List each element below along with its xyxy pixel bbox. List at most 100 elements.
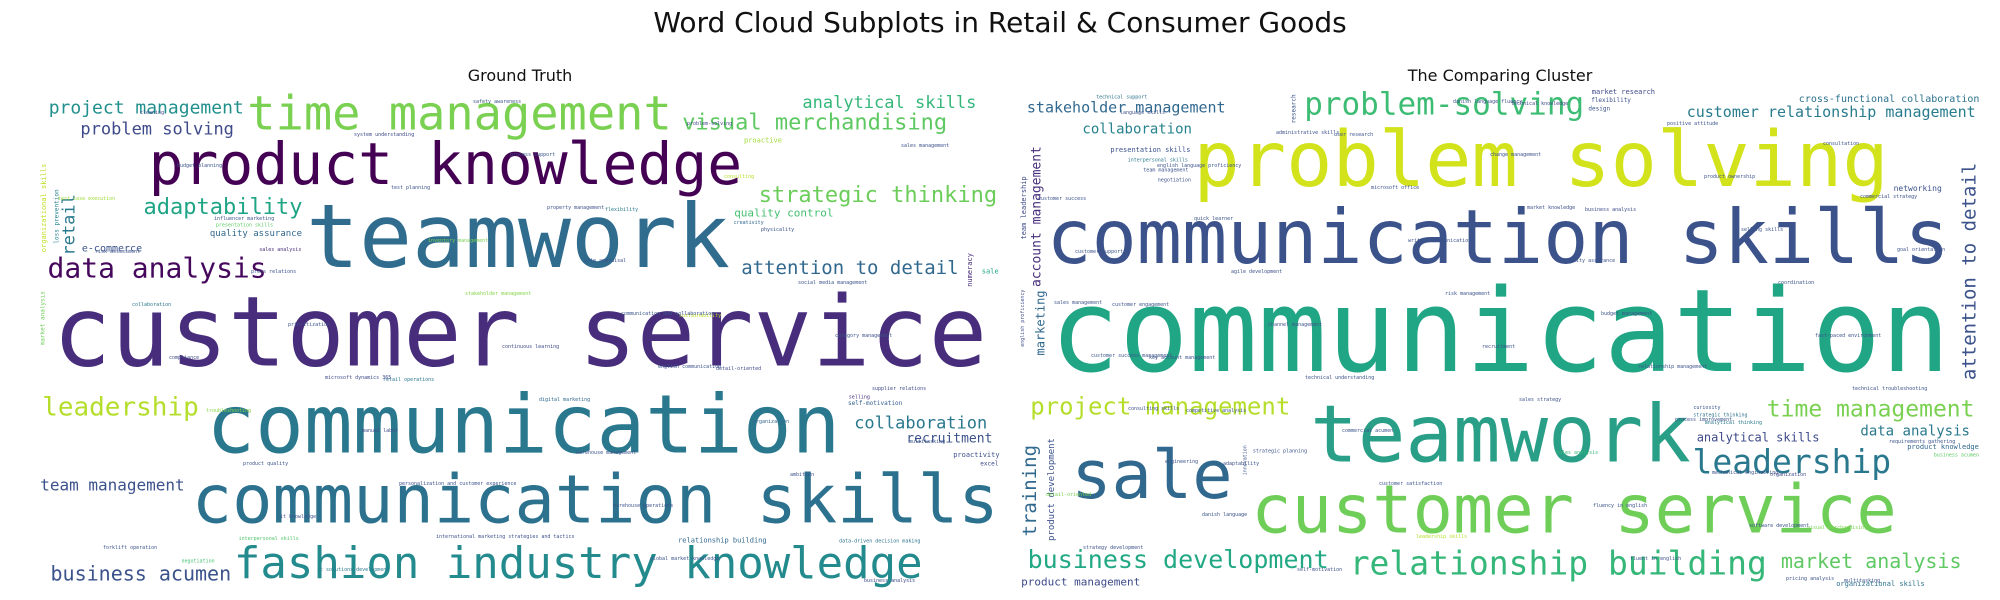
wordcloud-word: it knowledge <box>280 514 316 520</box>
wordcloud-word: proactivity <box>953 451 999 459</box>
wordcloud-word: warehouse management <box>576 450 636 456</box>
wordcloud-word: agile development <box>1231 269 1282 275</box>
wordcloud-word: english communication <box>658 364 721 370</box>
wordcloud-word: safety awareness <box>473 99 521 105</box>
wordcloud-word: system understanding <box>354 132 414 138</box>
wordcloud-word: budget planning <box>177 163 222 169</box>
wordcloud-word: organizational skills <box>40 164 48 253</box>
wordcloud-word: analytical skills <box>1697 431 1820 445</box>
wordcloud-word: teamwork <box>306 185 730 288</box>
wordcloud-word: consulting <box>724 174 754 180</box>
wordcloud-word: business analysis <box>864 578 915 584</box>
wordcloud-word: market knowledge <box>1527 205 1575 211</box>
wordcloud-word: e-commerce <box>82 243 142 254</box>
wordcloud-word: influencer marketing <box>214 216 274 222</box>
wordcloud-word: manual labor <box>362 428 398 434</box>
wordcloud-word: customer success <box>1038 196 1086 202</box>
wordcloud-word: data analysis <box>1860 423 1970 439</box>
wordcloud-word: english language proficiency <box>1157 163 1241 169</box>
wordcloud-word: fluency in english <box>1593 503 1647 509</box>
wordcloud-word: communication skills <box>192 460 999 538</box>
wordcloud-word: warehouse operations <box>613 503 673 509</box>
wordcloud-word: organizational skills <box>1836 580 1925 588</box>
wordcloud-word: negotiation <box>182 558 215 564</box>
wordcloud-word: technical understanding <box>1305 375 1374 381</box>
wordcloud-word: fluent in english <box>1630 556 1681 562</box>
wordcloud-word: ambition <box>790 472 814 478</box>
wordcloud-word: design <box>1588 106 1610 113</box>
wordcloud-word: detail-oriented <box>716 366 761 372</box>
wordcloud-word: risk management <box>1445 291 1490 297</box>
wordcloud-word: test planning <box>391 185 430 191</box>
wordcloud-word: sustainability <box>679 313 721 319</box>
wordcloud-word: networking <box>1894 184 1942 193</box>
wordcloud-word: test case execution <box>58 196 115 202</box>
wordcloud-word: consulting skills <box>1128 406 1179 412</box>
wordcloud-word: it solutions development <box>317 567 389 573</box>
wordcloud-word: leadership <box>1693 442 1892 481</box>
wordcloud-word: global market knowledge <box>650 556 719 562</box>
wordcloud-word: customer engagement <box>1112 302 1169 308</box>
wordcloud-word: project management <box>49 97 244 118</box>
wordcloud-word: customer success management <box>1091 353 1172 359</box>
wordcloud-word: business analysis <box>1585 207 1636 213</box>
wordcloud-word: software development <box>1749 523 1809 529</box>
wordcloud-word: data-driven decision making <box>839 539 920 545</box>
wordcloud-word: cleaning <box>140 110 164 116</box>
wordcloud-word: compliance <box>169 355 199 361</box>
wordcloud-word: sale <box>1071 436 1232 514</box>
figure-title: Word Cloud Subplots in Retail & Consumer… <box>653 6 1347 39</box>
wordcloud-word: business development <box>1028 545 1329 574</box>
wordcloud-word: quality assurance <box>210 229 302 239</box>
wordcloud-word: leadership skills <box>1416 534 1467 540</box>
wordcloud-word: site appraisal <box>584 258 626 264</box>
wordcloud-word: relationship management <box>1638 364 1707 370</box>
wordcloud-word: pricing analysis <box>1786 576 1834 582</box>
wordcloud-word: leadership <box>42 393 199 423</box>
wordcloud-word: adaptability <box>1223 461 1259 467</box>
wordcloud-word: stakeholder management <box>465 291 531 297</box>
wordcloud-word: written communication <box>1408 238 1471 244</box>
wordcloud-word: problem solving <box>80 119 234 139</box>
wordcloud-word: presentation skills <box>216 223 273 229</box>
wordcloud-word: attention to detail <box>1958 163 1980 380</box>
wordcloud-word: communication <box>1050 265 1950 399</box>
wordcloud-word: danish language <box>1202 512 1247 518</box>
wordcloud-word: negotiation <box>1158 177 1191 183</box>
wordcloud-word: digital marketing <box>539 397 590 403</box>
wordcloud-word: inventory management <box>428 238 488 244</box>
wordcloud-word: market analysis <box>40 291 47 346</box>
wordcloud-word: mechanical engineering <box>1712 470 1778 476</box>
wordcloud-word: stakeholder management <box>1027 99 1226 117</box>
wordcloud-word: selling skills <box>1741 227 1783 233</box>
wordcloud-word: organization <box>1770 472 1806 478</box>
wordcloud-word: multitasking <box>1844 578 1880 584</box>
wordcloud-word: continuous learning <box>502 344 559 350</box>
wordcloud-word: international marketing strategies and t… <box>436 534 574 540</box>
wordcloud-word: user research <box>1334 132 1373 138</box>
wordcloud-word: engineering <box>1165 459 1198 465</box>
wordcloud-word: selling <box>849 395 870 401</box>
wordcloud-word: excel <box>980 461 998 468</box>
wordcloud-word: interpersonal skills <box>239 536 299 542</box>
wordcloud-word: coordination <box>1778 280 1814 286</box>
wordcloud-word: market research <box>1592 88 1655 96</box>
wordcloud-word: self-motivation <box>848 400 903 407</box>
wordcloud-word: numeracy <box>966 253 974 287</box>
wordcloud-word: product quality <box>243 461 288 467</box>
wordcloud-word: forklift operation <box>103 545 157 551</box>
wordcloud-word: microsoft dynamics 365 <box>325 375 391 381</box>
wordcloud-word: time management <box>247 88 671 141</box>
wordcloud-word: loss prevention <box>54 189 61 244</box>
wordcloud-word: presentation skills <box>1110 146 1190 154</box>
wordcloud-word: channel management <box>1268 322 1322 328</box>
wordcloud-word: troubleshooting <box>206 408 251 414</box>
wordcloud-word: self-motivation <box>1297 567 1342 573</box>
wordcloud-word: sales analysis <box>259 247 301 253</box>
wordcloud-word: sales strategy <box>1519 397 1561 403</box>
wordcloud-word: press relations <box>251 269 296 275</box>
wordcloud-word: communication <box>206 378 840 472</box>
wordcloud-word: marketing <box>1033 290 1047 355</box>
wordcloud-word: teamwork <box>1310 389 1691 481</box>
